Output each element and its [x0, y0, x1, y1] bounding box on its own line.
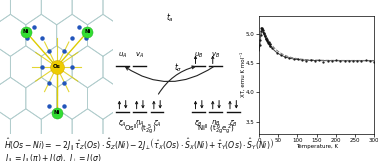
Text: $\eta_A$: $\eta_A$: [135, 119, 144, 128]
Text: $v_A$: $v_A$: [135, 51, 144, 60]
Text: $u_B$: $u_B$: [194, 51, 203, 60]
Text: Ni: Ni: [23, 29, 29, 34]
Text: $\zeta_A$: $\zeta_A$: [153, 119, 161, 129]
Text: $J_{\parallel}=J_{\parallel}(\pi)+J(\sigma),\;J_{\perp}=J(\sigma)$: $J_{\parallel}=J_{\parallel}(\pi)+J(\sig…: [4, 153, 101, 161]
Text: $\eta_B$: $\eta_B$: [211, 119, 221, 128]
Text: Ni: Ni: [84, 29, 91, 34]
Text: $\xi_B$: $\xi_B$: [194, 119, 203, 129]
Y-axis label: XT, emu K mol⁻¹: XT, emu K mol⁻¹: [241, 52, 246, 97]
Text: $\zeta_B$: $\zeta_B$: [229, 119, 238, 129]
X-axis label: Temperature, K: Temperature, K: [296, 144, 338, 149]
Text: Os: Os: [53, 64, 60, 69]
Text: $u_A$: $u_A$: [118, 51, 127, 60]
Text: $\xi_A$: $\xi_A$: [118, 119, 127, 129]
Text: $t_a$: $t_a$: [166, 11, 174, 24]
Text: $\rm Ni^{II}\ (t_{2g}^{\ 6}e_g^{\ 2})$: $\rm Ni^{II}\ (t_{2g}^{\ 6}e_g^{\ 2})$: [197, 122, 235, 137]
Text: $t_\sigma$: $t_\sigma$: [174, 62, 183, 75]
Text: $\hat{H}(Os-Ni)=-2J_{\parallel}\hat{\tau}_{Z}(Os)\cdot\hat{S}_{Z}(Ni)-2J_{\perp}: $\hat{H}(Os-Ni)=-2J_{\parallel}\hat{\tau…: [4, 136, 274, 153]
Text: Ni: Ni: [54, 110, 60, 115]
Text: $\rm Os^{III}\ (t_{2g}^{\ 5})$: $\rm Os^{III}\ (t_{2g}^{\ 5})$: [124, 122, 156, 137]
Text: $v_B$: $v_B$: [211, 51, 220, 60]
